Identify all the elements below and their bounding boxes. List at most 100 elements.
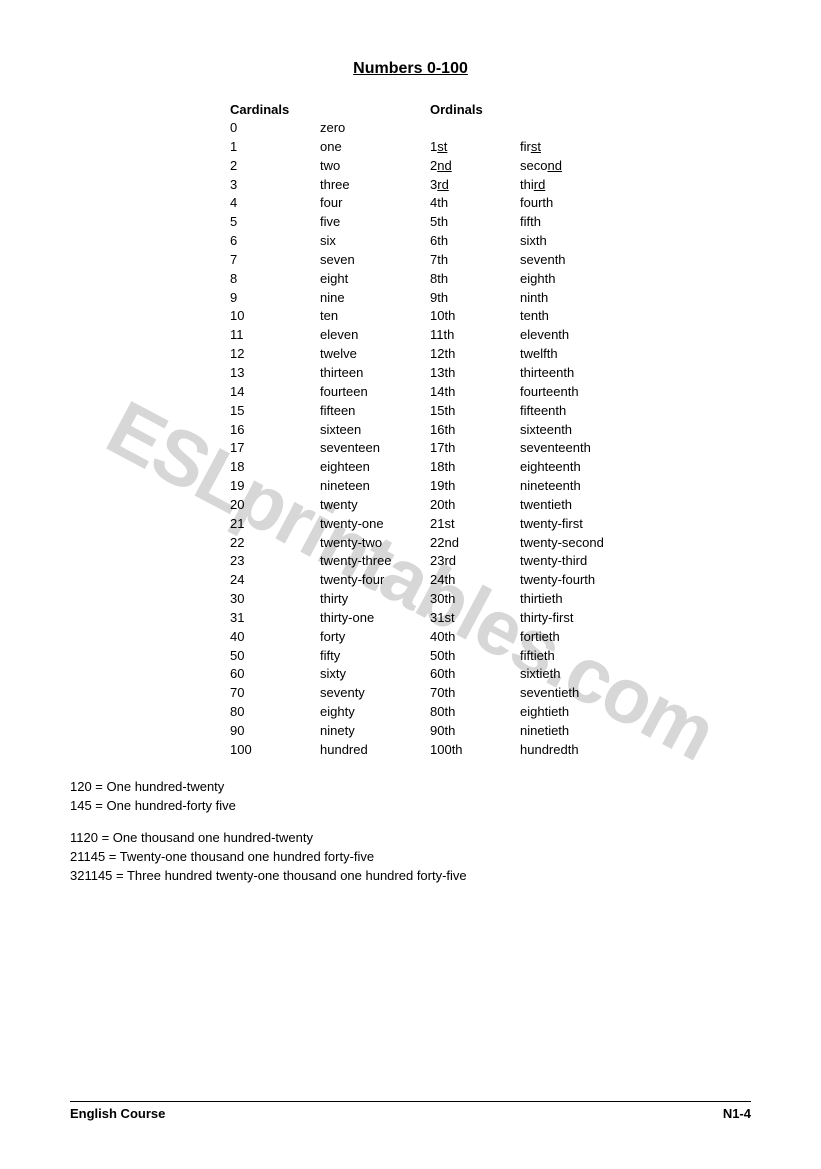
table-row: 15fifteen15thfifteenth <box>230 402 751 421</box>
ordinal-word: fortieth <box>520 628 680 647</box>
ordinal-short: 24th <box>430 571 520 590</box>
cardinal-number: 5 <box>230 213 320 232</box>
table-row: 40forty40thfortieth <box>230 628 751 647</box>
ordinal-short: 11th <box>430 326 520 345</box>
cardinal-number: 12 <box>230 345 320 364</box>
cardinal-number: 11 <box>230 326 320 345</box>
ordinal-short: 90th <box>430 722 520 741</box>
cardinal-word: five <box>320 213 430 232</box>
table-row: 6six6thsixth <box>230 232 751 251</box>
ordinal-short: 31st <box>430 609 520 628</box>
cardinal-number: 4 <box>230 194 320 213</box>
cardinal-number: 50 <box>230 647 320 666</box>
cardinal-word: seventeen <box>320 439 430 458</box>
ordinal-short: 1st <box>430 138 520 157</box>
table-row: 11eleven11theleventh <box>230 326 751 345</box>
cardinal-word: twenty <box>320 496 430 515</box>
ordinal-short <box>430 119 520 138</box>
cardinal-word: seven <box>320 251 430 270</box>
cardinal-word: six <box>320 232 430 251</box>
cardinal-word: eleven <box>320 326 430 345</box>
table-row: 17seventeen17thseventeenth <box>230 439 751 458</box>
table-row: 12twelve12thtwelfth <box>230 345 751 364</box>
ordinal-short: 21st <box>430 515 520 534</box>
cardinal-number: 17 <box>230 439 320 458</box>
ordinal-short: 10th <box>430 307 520 326</box>
ordinal-word: twelfth <box>520 345 680 364</box>
ordinal-word: seventh <box>520 251 680 270</box>
cardinal-word: four <box>320 194 430 213</box>
table-row: 80eighty80theightieth <box>230 703 751 722</box>
cardinal-word: three <box>320 176 430 195</box>
ordinal-short: 6th <box>430 232 520 251</box>
example-line: 145 = One hundred-forty five <box>70 797 751 816</box>
cardinal-word: ninety <box>320 722 430 741</box>
ordinal-word: sixteenth <box>520 421 680 440</box>
footer-left: English Course <box>70 1106 165 1121</box>
cardinal-word: thirty-one <box>320 609 430 628</box>
cardinal-word: ten <box>320 307 430 326</box>
cardinal-word: sixty <box>320 665 430 684</box>
ordinal-word: fourteenth <box>520 383 680 402</box>
footer-right: N1-4 <box>723 1106 751 1121</box>
cardinal-word: twenty-one <box>320 515 430 534</box>
cardinal-number: 20 <box>230 496 320 515</box>
numbers-table: 0zero1one1stfirst2two2ndsecond3three3rdt… <box>230 119 751 760</box>
table-row: 9nine9thninth <box>230 289 751 308</box>
table-row: 8eight8theighth <box>230 270 751 289</box>
cardinal-word: forty <box>320 628 430 647</box>
table-row: 13thirteen13ththirteenth <box>230 364 751 383</box>
example-line: 1120 = One thousand one hundred-twenty <box>70 829 751 848</box>
page-title: Numbers 0-100 <box>70 60 751 78</box>
ordinal-word: hundredth <box>520 741 680 760</box>
cardinal-word: thirteen <box>320 364 430 383</box>
table-row: 100hundred100thhundredth <box>230 741 751 760</box>
example-line: 120 = One hundred-twenty <box>70 778 751 797</box>
cardinal-number: 24 <box>230 571 320 590</box>
cardinal-number: 80 <box>230 703 320 722</box>
ordinal-short: 19th <box>430 477 520 496</box>
example-line: 321145 = Three hundred twenty-one thousa… <box>70 867 751 886</box>
table-row: 7seven7thseventh <box>230 251 751 270</box>
table-row: 21twenty-one21sttwenty-first <box>230 515 751 534</box>
cardinal-number: 7 <box>230 251 320 270</box>
table-row: 1one1stfirst <box>230 138 751 157</box>
ordinal-word: thirty-first <box>520 609 680 628</box>
table-row: 90ninety90thninetieth <box>230 722 751 741</box>
cardinal-number: 40 <box>230 628 320 647</box>
cardinal-word: hundred <box>320 741 430 760</box>
cardinal-word: nineteen <box>320 477 430 496</box>
ordinal-word: twenty-fourth <box>520 571 680 590</box>
ordinal-word: nineteenth <box>520 477 680 496</box>
table-row: 4four4thfourth <box>230 194 751 213</box>
ordinal-word: second <box>520 157 680 176</box>
ordinal-short: 7th <box>430 251 520 270</box>
table-row: 3three3rdthird <box>230 176 751 195</box>
ordinal-word: fourth <box>520 194 680 213</box>
cardinal-number: 3 <box>230 176 320 195</box>
cardinal-word: one <box>320 138 430 157</box>
ordinal-short: 2nd <box>430 157 520 176</box>
table-row: 22twenty-two22ndtwenty-second <box>230 534 751 553</box>
header-cardinals: Cardinals <box>230 102 430 117</box>
ordinal-word: eightieth <box>520 703 680 722</box>
ordinal-short: 16th <box>430 421 520 440</box>
ordinal-short: 40th <box>430 628 520 647</box>
ordinal-short: 50th <box>430 647 520 666</box>
ordinal-short: 22nd <box>430 534 520 553</box>
ordinal-word: seventieth <box>520 684 680 703</box>
cardinal-number: 14 <box>230 383 320 402</box>
example-line: 21145 = Twenty-one thousand one hundred … <box>70 848 751 867</box>
table-row: 5five5thfifth <box>230 213 751 232</box>
ordinal-short: 30th <box>430 590 520 609</box>
table-row: 19nineteen19thnineteenth <box>230 477 751 496</box>
cardinal-word: eight <box>320 270 430 289</box>
ordinal-word: thirteenth <box>520 364 680 383</box>
header-ordinals: Ordinals <box>430 102 630 117</box>
table-row: 31thirty-one31stthirty-first <box>230 609 751 628</box>
table-row: 20twenty20thtwentieth <box>230 496 751 515</box>
cardinal-number: 100 <box>230 741 320 760</box>
ordinal-word: fiftieth <box>520 647 680 666</box>
cardinal-word: twenty-three <box>320 552 430 571</box>
cardinal-number: 6 <box>230 232 320 251</box>
